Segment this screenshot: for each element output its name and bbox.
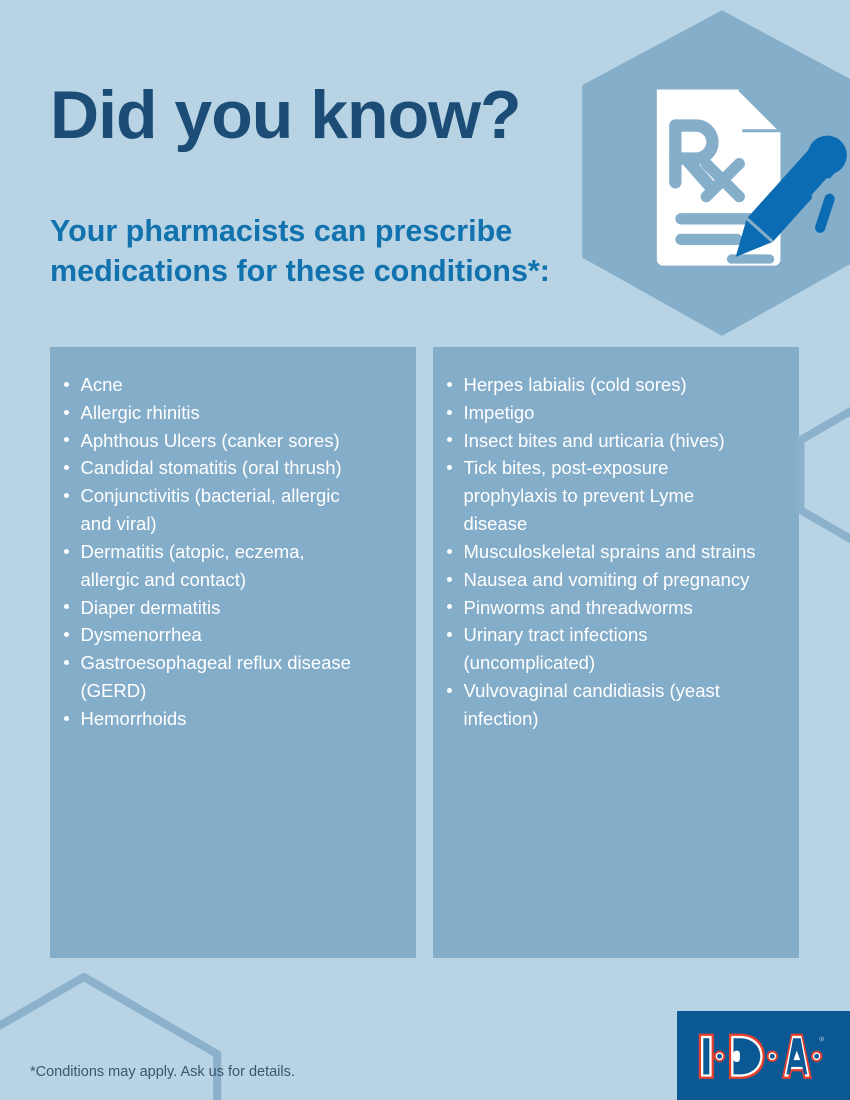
svg-text:R: R xyxy=(821,1038,823,1041)
